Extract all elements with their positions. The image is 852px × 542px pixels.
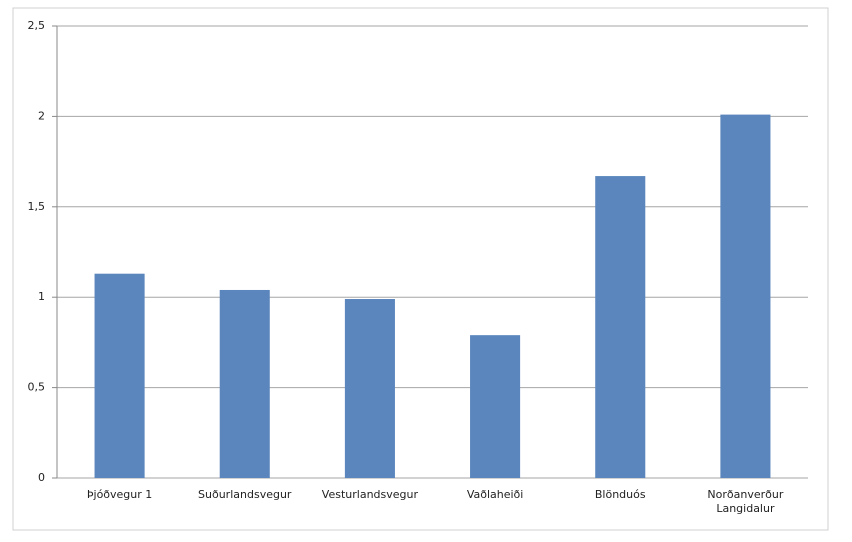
x-tick-label: Norðanverður Langidalur bbox=[707, 488, 784, 515]
x-tick-label: Suðurlandsvegur bbox=[198, 488, 292, 501]
bar bbox=[720, 114, 771, 478]
y-tick-label: 0,5 bbox=[28, 381, 46, 394]
x-tick-label: Þjóðvegur 1 bbox=[86, 488, 153, 501]
bar bbox=[219, 289, 270, 478]
chart-frame bbox=[12, 7, 829, 531]
y-tick-label: 0 bbox=[38, 471, 45, 484]
x-tick-label: Vesturlandsvegur bbox=[321, 488, 419, 501]
x-tick-label: Blönduós bbox=[594, 488, 646, 501]
bar bbox=[94, 273, 145, 478]
y-tick-label: 2,5 bbox=[28, 19, 46, 32]
y-tick-label: 2 bbox=[38, 109, 45, 122]
bar bbox=[344, 299, 395, 478]
bar bbox=[595, 176, 646, 478]
x-tick-label: Vaðlaheiði bbox=[466, 488, 524, 501]
y-tick-label: 1,5 bbox=[28, 200, 46, 213]
y-tick-label: 1 bbox=[38, 290, 45, 303]
bar bbox=[470, 335, 521, 478]
